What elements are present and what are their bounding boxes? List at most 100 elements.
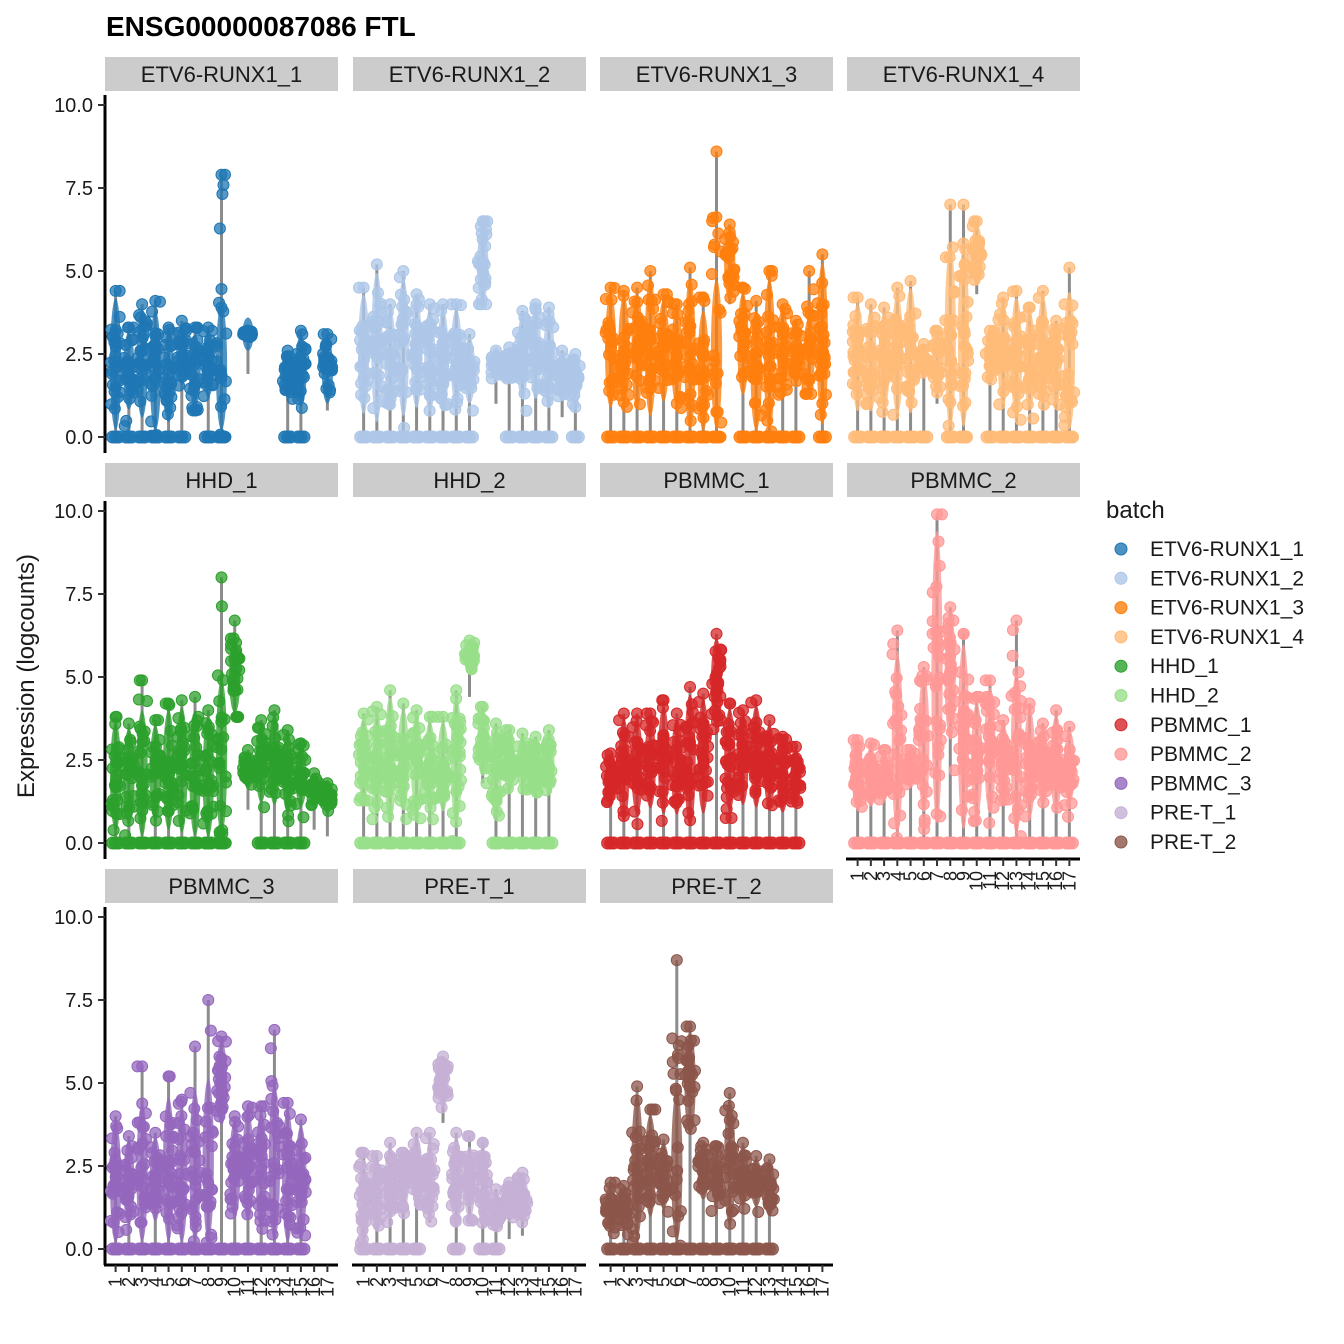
data-point bbox=[732, 771, 745, 784]
data-point-max bbox=[617, 284, 630, 297]
data-point bbox=[163, 768, 176, 781]
data-point bbox=[297, 811, 310, 824]
facet-strip-label: ETV6-RUNX1_3 bbox=[636, 62, 797, 87]
data-point-max bbox=[529, 730, 542, 743]
data-point bbox=[295, 1137, 308, 1150]
data-point bbox=[930, 808, 943, 821]
data-point-max bbox=[109, 1110, 122, 1123]
data-point-max bbox=[476, 1136, 489, 1149]
data-point bbox=[121, 365, 134, 378]
data-point bbox=[540, 348, 553, 361]
data-point bbox=[407, 727, 420, 740]
data-point-max bbox=[1036, 717, 1049, 730]
data-point-max bbox=[944, 601, 957, 614]
data-point bbox=[432, 326, 445, 339]
data-point bbox=[295, 1196, 308, 1209]
data-point bbox=[929, 680, 942, 693]
data-point-max bbox=[463, 1130, 476, 1143]
data-point bbox=[682, 806, 695, 819]
data-point bbox=[926, 615, 939, 628]
data-point bbox=[1033, 783, 1046, 796]
data-point-zero bbox=[413, 1242, 427, 1256]
data-point-max bbox=[215, 571, 228, 584]
data-point bbox=[426, 813, 439, 826]
data-point-max bbox=[241, 744, 254, 757]
data-point bbox=[159, 1110, 172, 1123]
data-point bbox=[397, 334, 410, 347]
data-point-max bbox=[357, 281, 370, 294]
data-point-zero bbox=[545, 430, 559, 444]
data-point-max bbox=[957, 198, 970, 211]
data-point bbox=[1006, 380, 1019, 393]
data-point bbox=[511, 340, 524, 353]
facet-panel: ETV6-RUNX1_2 bbox=[352, 57, 586, 444]
data-point bbox=[217, 178, 230, 191]
data-point-max bbox=[983, 674, 996, 687]
data-point bbox=[709, 377, 722, 390]
facet-strip-label: ETV6-RUNX1_1 bbox=[141, 62, 302, 87]
data-point bbox=[943, 314, 956, 327]
data-point bbox=[410, 298, 423, 311]
data-point bbox=[392, 384, 405, 397]
data-point bbox=[682, 789, 695, 802]
data-point bbox=[909, 307, 922, 320]
data-point bbox=[217, 731, 230, 744]
data-point bbox=[381, 347, 394, 360]
data-point bbox=[1046, 393, 1059, 406]
facet-panel: ETV6-RUNX1_3 bbox=[599, 57, 833, 444]
data-point bbox=[719, 735, 732, 748]
data-point bbox=[385, 728, 398, 741]
data-point bbox=[934, 366, 947, 379]
data-point bbox=[1014, 413, 1027, 426]
data-point bbox=[681, 350, 694, 363]
data-point-zero bbox=[959, 430, 973, 444]
data-point-max bbox=[397, 697, 410, 710]
data-point bbox=[215, 283, 228, 296]
data-point bbox=[805, 387, 818, 400]
data-point-max bbox=[175, 694, 188, 707]
data-point bbox=[513, 757, 526, 770]
data-point bbox=[1064, 763, 1077, 776]
data-point bbox=[970, 248, 983, 261]
data-point bbox=[244, 1160, 257, 1173]
data-point bbox=[1020, 334, 1033, 347]
data-point bbox=[705, 707, 718, 720]
data-point bbox=[145, 1183, 158, 1196]
data-point bbox=[655, 759, 668, 772]
data-point bbox=[136, 331, 149, 344]
data-point bbox=[230, 662, 243, 675]
data-point-zero bbox=[792, 430, 806, 444]
data-point-max bbox=[789, 740, 802, 753]
y-tick-label: 5.0 bbox=[65, 261, 93, 283]
data-point bbox=[368, 366, 381, 379]
data-point bbox=[1021, 398, 1034, 411]
data-point bbox=[239, 1147, 252, 1160]
data-point bbox=[111, 1122, 124, 1135]
data-point bbox=[847, 366, 860, 379]
data-point bbox=[325, 796, 338, 809]
data-point bbox=[120, 1223, 133, 1236]
data-point bbox=[463, 653, 476, 666]
data-point bbox=[200, 807, 213, 820]
data-point bbox=[1061, 777, 1074, 790]
data-point bbox=[263, 765, 276, 778]
data-point-zero bbox=[297, 430, 311, 444]
data-point bbox=[435, 742, 448, 755]
data-point bbox=[939, 251, 952, 264]
data-point bbox=[125, 1200, 138, 1213]
data-point bbox=[966, 261, 979, 274]
data-point bbox=[894, 809, 907, 822]
data-point bbox=[1010, 345, 1023, 358]
data-point bbox=[283, 1107, 296, 1120]
data-point bbox=[216, 824, 229, 837]
data-point bbox=[968, 805, 981, 818]
data-point-max bbox=[189, 690, 202, 703]
data-point bbox=[920, 758, 933, 771]
data-point-max bbox=[710, 627, 723, 640]
data-point bbox=[615, 770, 628, 783]
data-point bbox=[380, 315, 393, 328]
y-tick-label: 2.5 bbox=[65, 750, 93, 772]
data-point bbox=[366, 1160, 379, 1173]
data-point bbox=[145, 415, 158, 428]
